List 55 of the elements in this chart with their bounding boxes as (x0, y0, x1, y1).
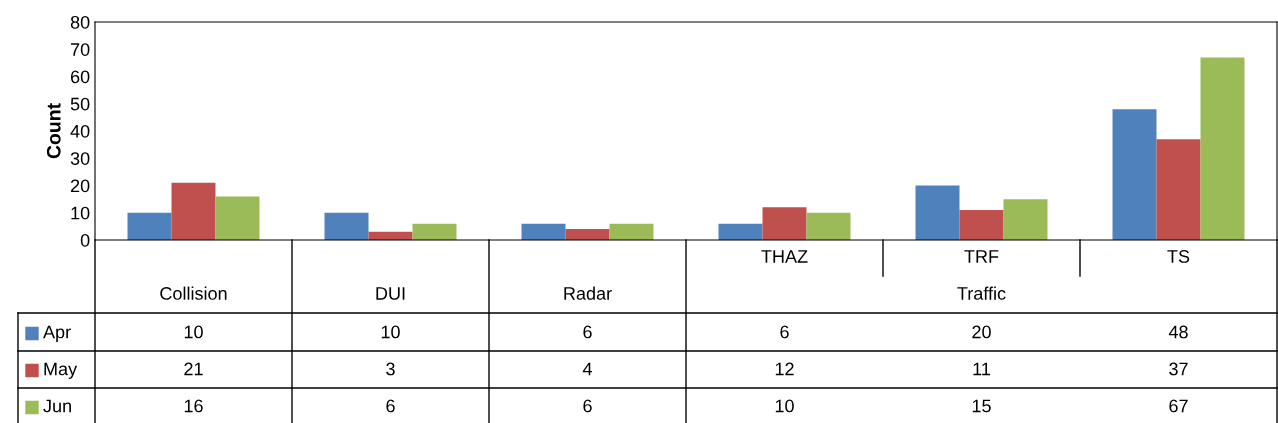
bar (565, 229, 610, 240)
bar (1003, 199, 1048, 240)
data-label: 6 (780, 325, 789, 339)
data-label: 37 (1169, 362, 1188, 376)
data-label: 16 (184, 399, 203, 413)
y-tick-label: 0 (80, 233, 90, 247)
x-tick-label: DUI (376, 287, 405, 300)
bar (718, 223, 763, 240)
data-label: 3 (386, 362, 395, 376)
bar (806, 212, 851, 240)
bar (127, 212, 172, 240)
data-label: 48 (1168, 325, 1188, 339)
bar (324, 212, 369, 240)
y-tick-label: 20 (70, 179, 90, 193)
x-tick-label: Radar (564, 286, 612, 300)
text: Traffic (957, 286, 1006, 300)
y-tick-label: 50 (70, 97, 90, 111)
legend-label: Apr (43, 325, 71, 342)
bar (1112, 109, 1157, 240)
legend-label: May (44, 362, 78, 379)
bar (1200, 57, 1245, 240)
data-label: 6 (583, 325, 592, 339)
data-label: 6 (583, 399, 592, 413)
data-label: 20 (972, 325, 991, 339)
y-axis-title: Count (46, 103, 61, 159)
data-label: 10 (381, 325, 400, 339)
data-label: 10 (184, 325, 203, 339)
x-tick-label: TRF (964, 250, 999, 263)
data-label: 10 (775, 399, 794, 413)
data-label: 21 (184, 362, 203, 376)
y-tick-label: 60 (70, 70, 90, 84)
x-tick-label: Collision (160, 286, 227, 300)
bar (412, 223, 457, 240)
x-tick-label: THAZ (761, 250, 808, 263)
bar (1156, 139, 1201, 240)
data-label: 6 (386, 399, 395, 413)
bar (171, 182, 216, 240)
bar (521, 223, 566, 240)
data-label: 4 (582, 362, 592, 376)
bar (915, 185, 960, 240)
y-tick-label: 40 (70, 124, 90, 138)
bar (215, 196, 260, 240)
data-label: 15 (972, 399, 991, 413)
bar (609, 223, 654, 240)
data-label: 11 (973, 362, 990, 376)
y-tick-label: 80 (70, 15, 90, 29)
data-label: 12 (775, 362, 794, 376)
legend-label: Jun (43, 399, 71, 413)
y-tick-label: 70 (70, 43, 90, 56)
bar (762, 207, 807, 240)
y-tick-label: 10 (71, 206, 90, 220)
x-tick-label: TS (1167, 250, 1190, 263)
data-label: 67 (1169, 399, 1188, 413)
bar (959, 210, 1004, 240)
y-tick-label: 30 (70, 152, 90, 165)
